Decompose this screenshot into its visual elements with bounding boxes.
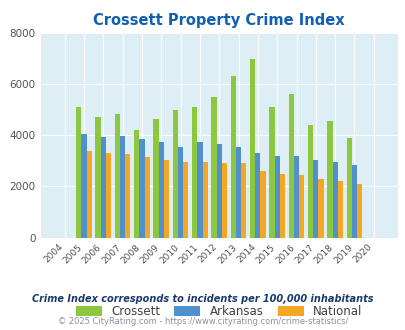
- Bar: [153, 119, 158, 238]
- Bar: [337, 181, 342, 238]
- Bar: [288, 94, 293, 238]
- Bar: [197, 142, 202, 238]
- Bar: [241, 163, 246, 238]
- Bar: [106, 153, 111, 238]
- Bar: [230, 77, 235, 238]
- Bar: [356, 184, 361, 238]
- Bar: [307, 125, 313, 238]
- Legend: Crossett, Arkansas, National: Crossett, Arkansas, National: [76, 305, 362, 318]
- Bar: [86, 150, 92, 238]
- Bar: [125, 154, 130, 238]
- Title: Crossett Property Crime Index: Crossett Property Crime Index: [93, 13, 344, 28]
- Bar: [177, 147, 183, 238]
- Bar: [351, 165, 356, 238]
- Bar: [95, 117, 100, 238]
- Bar: [279, 174, 284, 238]
- Bar: [164, 160, 169, 238]
- Bar: [183, 162, 188, 238]
- Text: Crime Index corresponds to incidents per 100,000 inhabitants: Crime Index corresponds to incidents per…: [32, 294, 373, 304]
- Bar: [298, 175, 304, 238]
- Bar: [115, 114, 120, 238]
- Bar: [139, 139, 144, 238]
- Bar: [100, 137, 106, 238]
- Text: © 2025 CityRating.com - https://www.cityrating.com/crime-statistics/: © 2025 CityRating.com - https://www.city…: [58, 317, 347, 326]
- Bar: [173, 110, 177, 238]
- Bar: [346, 138, 351, 238]
- Bar: [313, 160, 318, 238]
- Bar: [76, 107, 81, 238]
- Bar: [144, 157, 149, 238]
- Bar: [318, 179, 323, 238]
- Bar: [326, 121, 332, 238]
- Bar: [192, 107, 197, 238]
- Bar: [81, 134, 86, 238]
- Bar: [211, 97, 216, 238]
- Bar: [249, 59, 255, 238]
- Bar: [293, 156, 298, 238]
- Bar: [260, 171, 265, 238]
- Bar: [216, 144, 221, 238]
- Bar: [120, 136, 125, 238]
- Bar: [134, 130, 139, 238]
- Bar: [158, 142, 164, 238]
- Bar: [221, 163, 226, 238]
- Bar: [202, 162, 207, 238]
- Bar: [255, 153, 260, 238]
- Bar: [235, 147, 241, 238]
- Bar: [269, 107, 274, 238]
- Bar: [274, 156, 279, 238]
- Bar: [332, 162, 337, 238]
